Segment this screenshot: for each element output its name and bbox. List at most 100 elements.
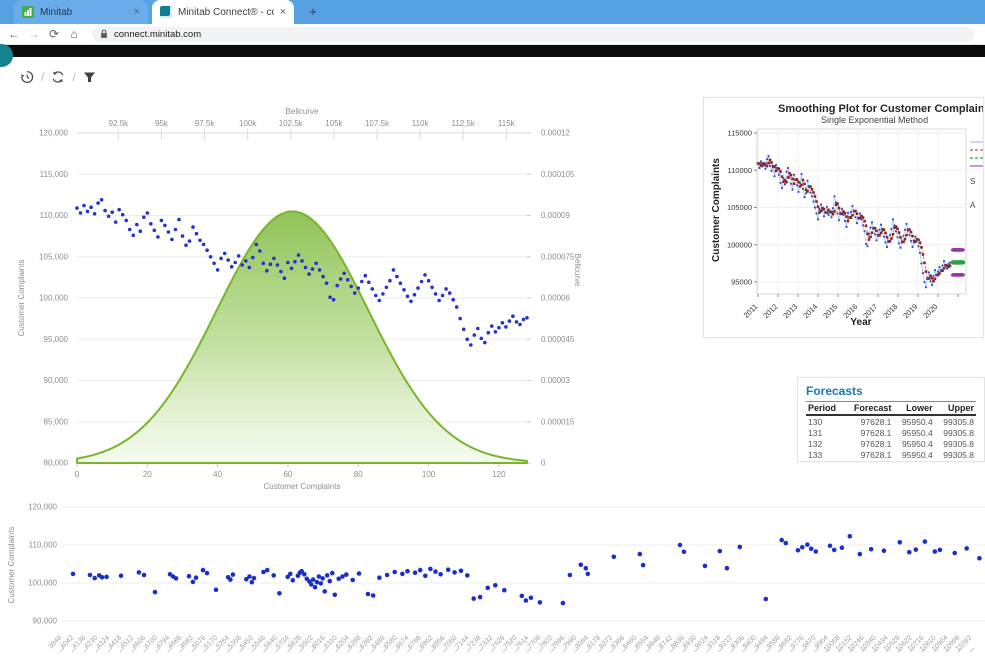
svg-text:0.00009: 0.00009 bbox=[541, 211, 570, 220]
svg-text:120: 120 bbox=[492, 470, 506, 479]
svg-text:80,000: 80,000 bbox=[44, 459, 69, 468]
svg-text:115k: 115k bbox=[498, 119, 516, 128]
smoothing-plot-panel: Smoothing Plot for Customer Complaints S… bbox=[703, 97, 984, 338]
svg-text:2018: 2018 bbox=[881, 302, 899, 320]
table-row: 133 97628.1 95950.4 99305.8 bbox=[808, 449, 974, 460]
svg-text:Bellcurve: Bellcurve bbox=[573, 254, 582, 287]
column-header: Forecast bbox=[844, 401, 894, 416]
svg-text:2011: 2011 bbox=[742, 302, 760, 320]
svg-text:0.00003: 0.00003 bbox=[541, 376, 570, 385]
svg-text:95000: 95000 bbox=[731, 278, 752, 287]
svg-text:110,000: 110,000 bbox=[40, 211, 69, 220]
svg-text:Customer Complaints: Customer Complaints bbox=[264, 482, 341, 491]
forecasts-panel: Forecasts Period Forecast Lower Upper 130 976… bbox=[797, 377, 985, 462]
svg-text:2012: 2012 bbox=[761, 302, 779, 320]
browser-tab-strip: Minitab × Minitab Connect® - connect.min… bbox=[0, 0, 985, 24]
forecasts-table: Period Forecast Lower Upper 130 97628.1 95950.… bbox=[806, 401, 976, 460]
history-icon[interactable] bbox=[20, 70, 34, 84]
tab-minitab-connect[interactable]: Minitab Connect® - connect.min × bbox=[152, 0, 294, 24]
svg-text:0: 0 bbox=[541, 459, 546, 468]
svg-text:2014: 2014 bbox=[801, 302, 819, 320]
toolbar-separator: / bbox=[41, 70, 45, 84]
bellcurve-scatter-chart: 120,000 115,000 110,000 105,000 100,000 95,00… bbox=[17, 107, 582, 491]
svg-text:0: 0 bbox=[75, 470, 80, 479]
close-icon[interactable]: × bbox=[279, 5, 286, 18]
svg-text:100,000: 100,000 bbox=[28, 579, 57, 588]
tab-title: Minitab bbox=[40, 6, 73, 18]
new-tab-button[interactable]: + bbox=[309, 4, 317, 19]
svg-text:2020: 2020 bbox=[921, 302, 939, 320]
nav-toolbar: ← → ⟳ ⌂ connect.minitab.com bbox=[0, 24, 985, 45]
svg-text:40: 40 bbox=[213, 470, 222, 479]
column-header: Period bbox=[806, 401, 845, 416]
svg-text:107.5k: 107.5k bbox=[365, 119, 390, 128]
svg-text:120,000: 120,000 bbox=[28, 503, 57, 512]
svg-text:100: 100 bbox=[422, 470, 436, 479]
svg-text:110000: 110000 bbox=[728, 166, 752, 175]
svg-text:110,000: 110,000 bbox=[29, 541, 58, 550]
svg-text:0.000105: 0.000105 bbox=[541, 170, 575, 179]
column-header: Upper bbox=[934, 401, 976, 416]
tab-minitab[interactable]: Minitab × bbox=[14, 0, 148, 24]
svg-text:9024: 9024 bbox=[694, 634, 710, 650]
svg-text:0.000075: 0.000075 bbox=[541, 252, 575, 261]
svg-text:2015: 2015 bbox=[821, 302, 839, 320]
svg-text:85,000: 85,000 bbox=[44, 417, 69, 426]
svg-text:0.000015: 0.000015 bbox=[541, 417, 575, 426]
app-header-bar bbox=[0, 45, 985, 57]
svg-text:Customer Complaints: Customer Complaints bbox=[17, 260, 26, 337]
tab-title: Minitab Connect® - connect.min bbox=[178, 6, 274, 18]
svg-text:60: 60 bbox=[283, 470, 292, 479]
refresh-icon[interactable] bbox=[51, 70, 65, 84]
reload-button[interactable]: ⟳ bbox=[48, 27, 60, 41]
svg-text:0.00006: 0.00006 bbox=[541, 294, 570, 303]
smoothing-plot-subtitle: Single Exponential Method bbox=[821, 115, 929, 125]
svg-text:Customer Complaints: Customer Complaints bbox=[7, 527, 16, 604]
column-header: Lower bbox=[893, 401, 935, 416]
table-row: 130 97628.1 95950.4 99305.8 bbox=[808, 416, 974, 427]
svg-text:A: A bbox=[970, 201, 976, 210]
svg-text:80: 80 bbox=[354, 470, 363, 479]
svg-text:90,000: 90,000 bbox=[33, 617, 58, 626]
lock-icon bbox=[101, 29, 107, 38]
svg-text:20: 20 bbox=[143, 470, 152, 479]
svg-text:120,000: 120,000 bbox=[39, 129, 68, 138]
table-row: 131 97628.1 95950.4 99305.8 bbox=[808, 427, 974, 438]
svg-text:97.5k: 97.5k bbox=[195, 119, 216, 128]
svg-text:6016: 6016 bbox=[311, 634, 327, 650]
forecasts-title: Forecasts bbox=[806, 384, 863, 398]
toolbar-separator: / bbox=[72, 70, 76, 84]
svg-text:0.000045: 0.000045 bbox=[541, 335, 575, 344]
svg-text:105000: 105000 bbox=[727, 203, 752, 212]
svg-text:105k: 105k bbox=[325, 119, 343, 128]
bottom-scatter-chart: 120,000110,000100,00090,0003948404241364… bbox=[7, 503, 985, 653]
svg-text:S: S bbox=[970, 177, 975, 186]
minitab-favicon bbox=[22, 6, 34, 18]
close-icon[interactable]: × bbox=[133, 5, 140, 18]
svg-text:Year: Year bbox=[850, 317, 871, 328]
svg-text:92.5k: 92.5k bbox=[109, 119, 130, 128]
address-bar[interactable]: connect.minitab.com bbox=[92, 26, 974, 42]
smoothing-plot-title: Smoothing Plot for Customer Complaints bbox=[778, 103, 984, 115]
page-content: / / 120,000 115,000 110,000 105,000 100,000 9… bbox=[0, 57, 985, 656]
connect-logo bbox=[0, 44, 13, 67]
svg-text:Customer Complaints: Customer Complaints bbox=[711, 158, 722, 262]
forward-button[interactable]: → bbox=[28, 27, 40, 41]
svg-text:95,000: 95,000 bbox=[44, 335, 69, 344]
svg-text:0.00012: 0.00012 bbox=[541, 129, 570, 138]
svg-text:100000: 100000 bbox=[727, 240, 752, 249]
back-button[interactable]: ← bbox=[8, 27, 20, 41]
svg-text:Bellcurve: Bellcurve bbox=[286, 107, 319, 116]
home-button[interactable]: ⌂ bbox=[70, 27, 78, 41]
svg-text:2013: 2013 bbox=[781, 302, 799, 320]
svg-text:100,000: 100,000 bbox=[39, 294, 68, 303]
content-toolbar: / / bbox=[20, 70, 96, 84]
url-text: connect.minitab.com bbox=[114, 28, 202, 40]
svg-text:102.5k: 102.5k bbox=[279, 119, 304, 128]
svg-text:115000: 115000 bbox=[728, 129, 752, 138]
svg-text:112.5k: 112.5k bbox=[451, 119, 475, 128]
filter-icon[interactable] bbox=[83, 71, 96, 84]
svg-text:90,000: 90,000 bbox=[44, 376, 69, 385]
svg-text:2019: 2019 bbox=[901, 302, 919, 320]
